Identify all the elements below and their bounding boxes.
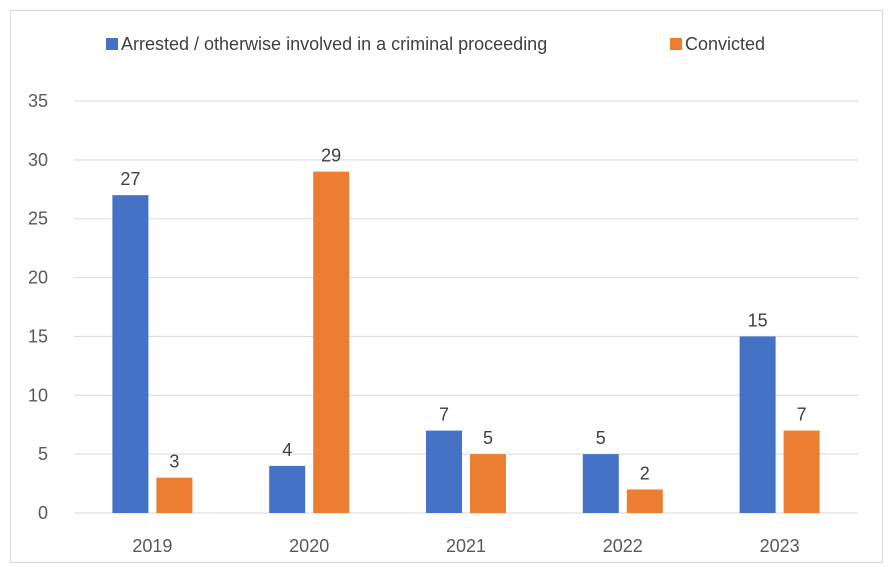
bar-convicted-2021 — [470, 454, 506, 513]
legend-swatch-convicted — [670, 38, 682, 50]
y-axis-tick-labels: 0 5 10 15 20 25 30 35 — [28, 91, 48, 523]
x-axis-tick-labels: 2019 2020 2021 2022 2023 — [132, 536, 799, 556]
bar-arrested-2021 — [426, 430, 462, 513]
y-tick-label: 30 — [28, 150, 48, 170]
data-label: 3 — [169, 452, 179, 472]
data-label: 5 — [483, 428, 493, 448]
bar-convicted-2022 — [626, 489, 663, 513]
legend: Arrested / otherwise involved in a crimi… — [106, 34, 765, 54]
y-tick-label: 15 — [28, 326, 48, 346]
data-label: 7 — [797, 405, 807, 425]
y-tick-label: 20 — [28, 268, 48, 288]
y-tick-label: 35 — [28, 91, 48, 111]
x-tick-label: 2023 — [760, 536, 800, 556]
bar-arrested-2023 — [739, 336, 776, 513]
bar-convicted-2020 — [313, 171, 350, 513]
data-label: 5 — [596, 428, 606, 448]
data-label: 27 — [120, 169, 140, 189]
bar-convicted-2023 — [783, 430, 820, 513]
x-tick-label: 2021 — [446, 536, 486, 556]
y-tick-label: 25 — [28, 209, 48, 229]
data-labels: 27 3 4 29 7 5 5 2 15 7 — [120, 146, 806, 484]
data-label: 4 — [282, 440, 292, 460]
y-tick-label: 10 — [28, 385, 48, 405]
data-label: 15 — [748, 310, 768, 330]
data-label: 7 — [439, 405, 449, 425]
bar-arrested-2019 — [112, 195, 149, 513]
bar-arrested-2022 — [582, 454, 619, 513]
x-tick-label: 2022 — [603, 536, 643, 556]
x-tick-label: 2020 — [289, 536, 329, 556]
y-tick-label: 0 — [38, 503, 48, 523]
bars — [112, 171, 820, 513]
bar-arrested-2020 — [269, 465, 306, 513]
legend-swatch-arrested — [106, 38, 118, 50]
data-label: 2 — [640, 463, 650, 483]
y-tick-label: 5 — [38, 444, 48, 464]
gridlines — [74, 100, 858, 514]
legend-label-arrested: Arrested / otherwise involved in a crimi… — [121, 34, 547, 54]
bar-convicted-2019 — [156, 477, 193, 513]
legend-label-convicted: Convicted — [685, 34, 765, 54]
x-tick-label: 2019 — [132, 536, 172, 556]
data-label: 29 — [321, 146, 341, 166]
